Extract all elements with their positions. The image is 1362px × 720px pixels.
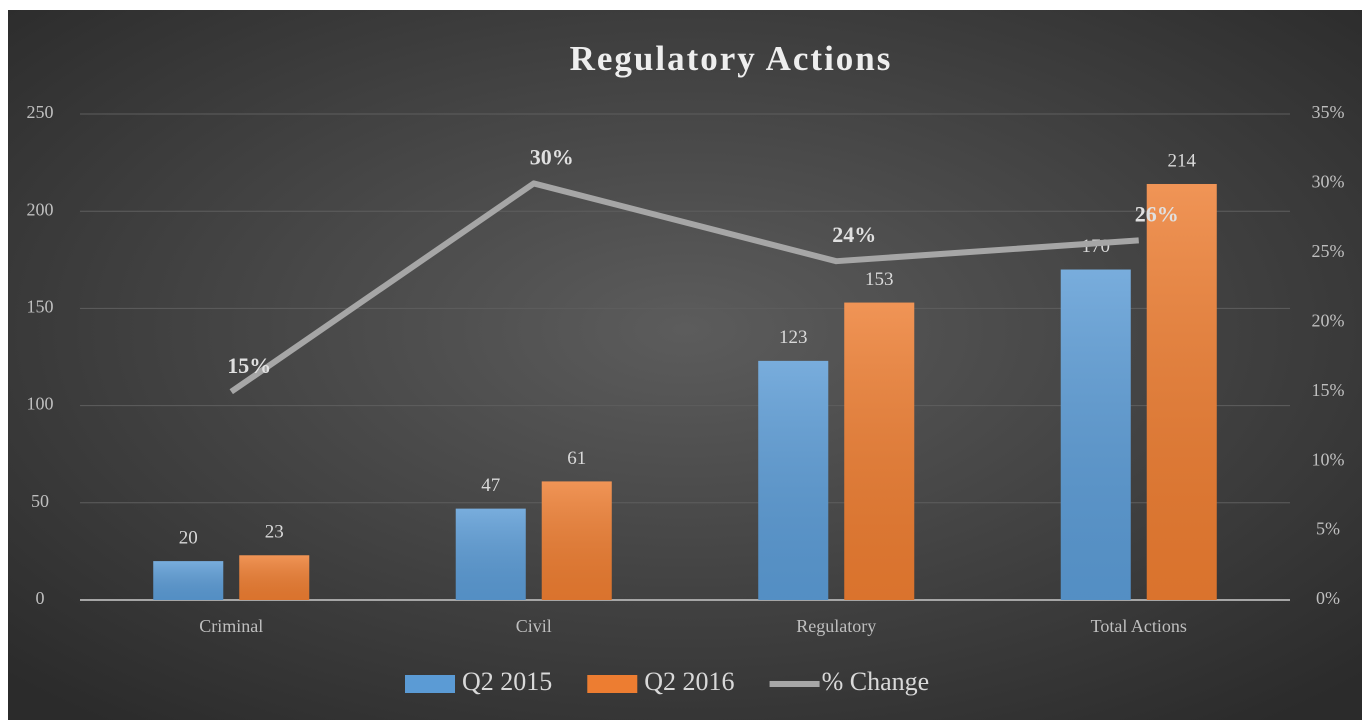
chart-background [8, 10, 1362, 720]
y2-tick-label: 15% [1312, 380, 1345, 400]
legend-swatch [405, 675, 455, 693]
legend-swatch [587, 675, 638, 693]
line-series [229, 180, 1139, 395]
bar-sheen [1060, 269, 1131, 600]
y2-tick-label: 0% [1316, 588, 1340, 608]
legend-label: Q2 2016 [644, 667, 734, 696]
bar-sheen [1146, 183, 1217, 600]
x-tick-label: Total Actions [1091, 616, 1187, 636]
x-tick-label: Regulatory [796, 616, 876, 636]
bar-value-label: 153 [865, 269, 894, 290]
y-tick-label: 0 [36, 588, 45, 608]
bar-sheen [455, 508, 526, 600]
bar-sheen [153, 561, 224, 600]
y-tick-label: 50 [31, 491, 49, 511]
bar-value-label: 47 [481, 475, 500, 496]
line-value-label: 30% [530, 144, 574, 169]
line-value-label: 24% [832, 222, 876, 247]
x-tick-label: Civil [516, 616, 552, 636]
line-value-label: 15% [227, 353, 271, 378]
y-tick-label: 250 [27, 102, 54, 122]
line-value-label: 26% [1135, 201, 1179, 226]
y-tick-label: 150 [27, 297, 54, 317]
y-tick-label: 100 [27, 394, 54, 414]
bar-sheen [844, 302, 915, 600]
y2-tick-label: 25% [1312, 241, 1345, 261]
bar-value-label: 23 [265, 522, 284, 543]
bar-sheen [541, 481, 612, 600]
y2-tick-label: 20% [1312, 310, 1345, 330]
chart-title: Regulatory Actions [570, 39, 893, 78]
x-tick-label: Criminal [199, 616, 263, 636]
legend-label: Q2 2015 [462, 667, 552, 696]
bar-value-label: 20 [179, 527, 198, 548]
bar-value-label: 214 [1168, 150, 1197, 171]
bar-value-label: 123 [779, 327, 808, 348]
bar-sheen [758, 360, 829, 600]
y2-tick-label: 30% [1312, 172, 1345, 192]
y-tick-label: 200 [27, 199, 54, 219]
bar-sheen [239, 555, 310, 600]
y2-tick-label: 5% [1316, 519, 1340, 539]
bar-value-label: 61 [567, 448, 586, 469]
legend-label: % Change [822, 667, 930, 696]
y2-tick-label: 10% [1312, 449, 1345, 469]
y2-tick-label: 35% [1312, 102, 1345, 122]
